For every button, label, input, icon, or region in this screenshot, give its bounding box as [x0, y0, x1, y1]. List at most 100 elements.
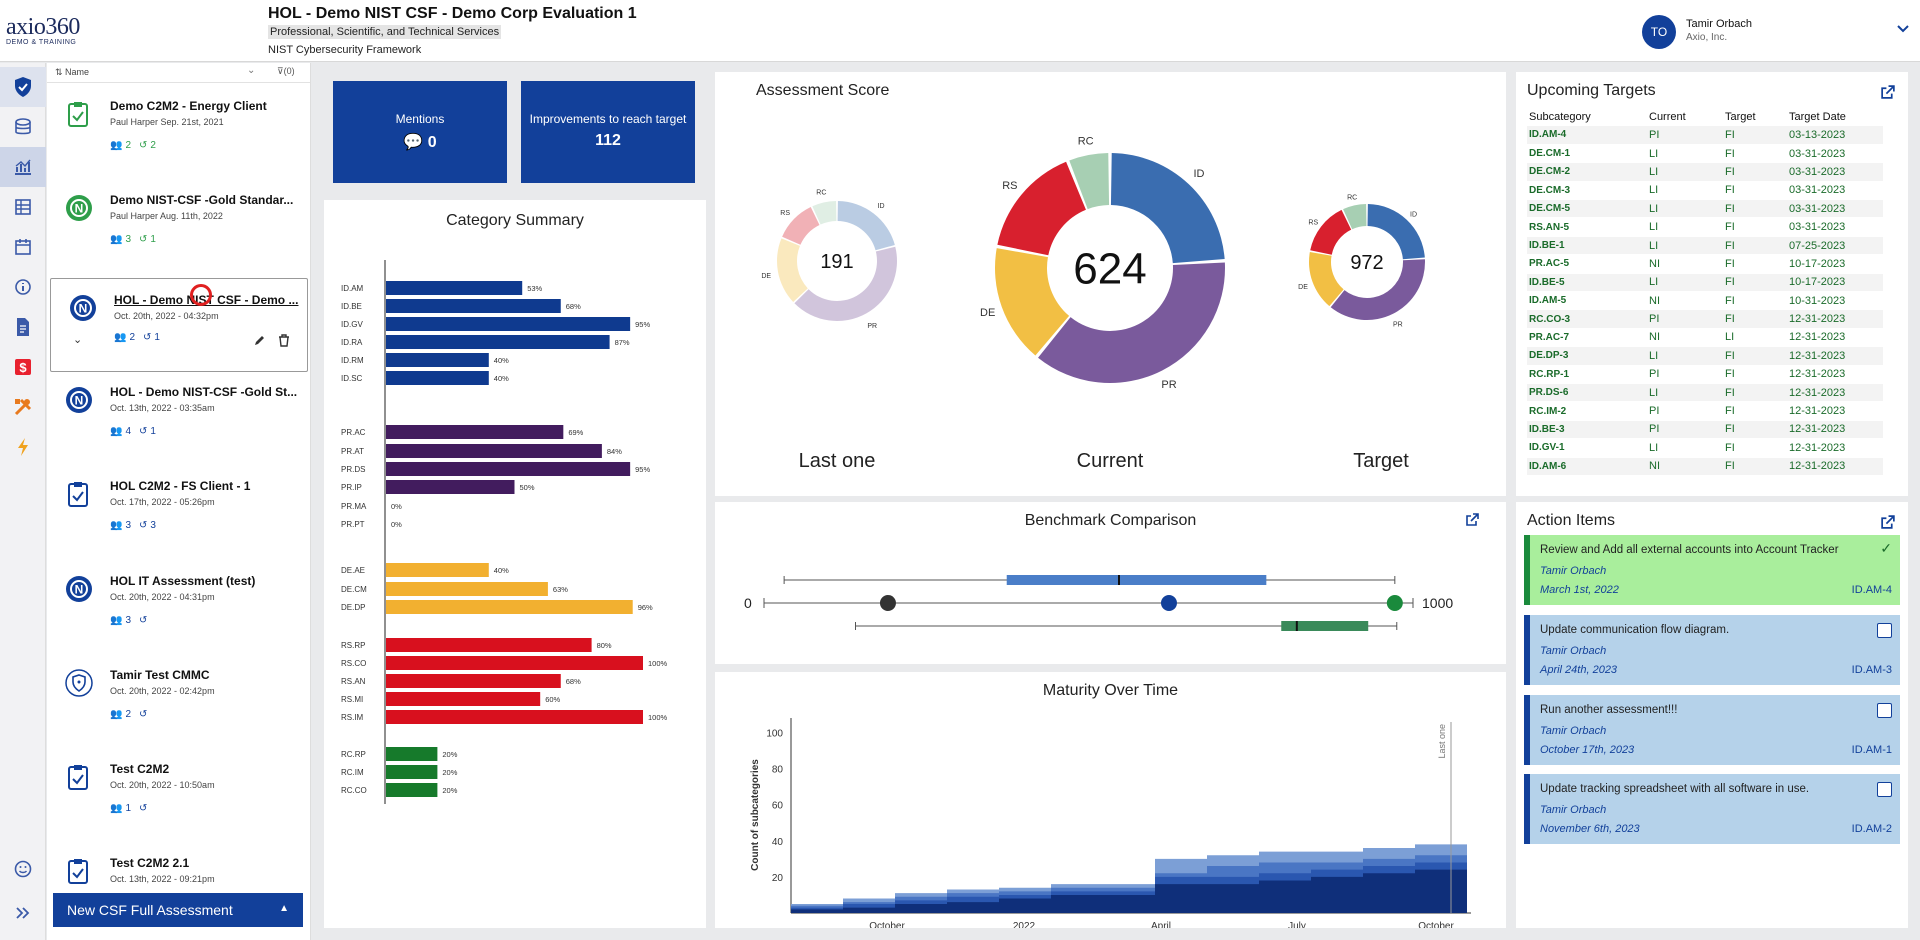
table-cell: 12-31-2023	[1787, 383, 1883, 403]
action-item[interactable]: Run another assessment!!! Tamir Orbach Oct…	[1524, 695, 1900, 765]
logo-text: axio360	[6, 14, 80, 40]
table-row[interactable]: ID.AM-6 NI FI 12-31-2023	[1527, 457, 1883, 476]
column-header[interactable]: Target Date	[1789, 111, 1846, 123]
list-item[interactable]: Test C2M2 2.1 Oct. 13th, 2022 - 09:21pm	[47, 842, 309, 936]
external-link-icon[interactable]	[1465, 512, 1481, 528]
table-row[interactable]: DE.CM-5 LI FI 03-31-2023	[1527, 199, 1883, 219]
checkmark-icon[interactable]: ✓	[1880, 540, 1892, 556]
users-icon: 👥	[110, 615, 123, 626]
action-checkbox[interactable]	[1877, 782, 1892, 797]
category-bar	[386, 335, 610, 349]
table-row[interactable]: ID.AM-5 NI FI 10-31-2023	[1527, 291, 1883, 311]
chevron-down-icon[interactable]: ⌄	[73, 334, 83, 346]
caret-up-icon[interactable]: ▲	[279, 903, 289, 914]
mentions-value: 💬 0	[333, 132, 507, 152]
donut-slice	[1038, 262, 1225, 384]
smiley-icon[interactable]	[0, 849, 46, 889]
table-row[interactable]: DE.CM-3 LI FI 03-31-2023	[1527, 181, 1883, 201]
table-row[interactable]: PR.AC-5 NI FI 10-17-2023	[1527, 254, 1883, 274]
action-checkbox[interactable]	[1877, 623, 1892, 638]
chevron-down-icon[interactable]	[1894, 22, 1912, 40]
calendar-icon[interactable]	[0, 227, 46, 267]
list-item-title: HOL IT Assessment (test)	[110, 574, 256, 588]
list-item[interactable]: N HOL - Demo NIST-CSF -Gold St... Oct. 13t…	[47, 371, 309, 465]
dollar-icon[interactable]: $	[0, 347, 46, 387]
history-icon: ↺	[139, 520, 148, 531]
table-cell: PI	[1647, 420, 1723, 440]
table-cell: 12-31-2023	[1787, 309, 1883, 329]
slice-label: RC	[816, 190, 826, 197]
bar-value-label: 68%	[566, 677, 581, 686]
action-item[interactable]: Review and Add all external accounts int…	[1524, 535, 1900, 605]
info-icon[interactable]	[0, 267, 46, 307]
database-icon[interactable]	[0, 107, 46, 147]
category-tick-label: ID.GV	[341, 320, 363, 329]
list-item[interactable]: N HOL - Demo NIST CSF - Demo ... Oct. 20th…	[50, 278, 308, 372]
tools-icon[interactable]	[0, 387, 46, 427]
axio-logo[interactable]: axio360 DEMO & TRAINING	[6, 14, 86, 46]
maturity-chart: 100 80 60 40 20 October 2022 April July October Co…	[750, 718, 1471, 928]
action-item[interactable]: Update tracking spreadsheet with all sof…	[1524, 774, 1900, 844]
action-checkbox[interactable]	[1877, 703, 1892, 718]
category-bar	[386, 353, 489, 367]
table-cell: NI	[1647, 457, 1723, 476]
shield-check-icon[interactable]	[0, 67, 46, 107]
avatar[interactable]: TO	[1642, 15, 1676, 49]
table-row[interactable]: RC.RP-1 PI FI 12-31-2023	[1527, 365, 1883, 384]
history-icon: ↺	[139, 709, 148, 720]
table-row[interactable]: DE.DP-3 LI FI 12-31-2023	[1527, 346, 1883, 366]
mentions-label: Mentions	[395, 112, 445, 126]
table-row[interactable]: PR.DS-6 LI FI 12-31-2023	[1527, 383, 1883, 403]
svg-text:$: $	[19, 360, 27, 375]
chevron-down-icon[interactable]: ⌄	[247, 65, 256, 76]
table-row[interactable]: ID.BE-5 LI FI 10-17-2023	[1527, 273, 1883, 293]
list-item-stats: 👥 3 ↺ 3	[110, 520, 156, 531]
bar-value-label: 53%	[527, 284, 542, 293]
improvements-tile[interactable]: Improvements to reach target 112	[521, 81, 695, 183]
external-link-icon[interactable]	[1880, 514, 1896, 530]
expand-icon[interactable]	[0, 893, 46, 933]
new-assessment-button[interactable]: New CSF Full Assessment ▲	[53, 893, 303, 927]
table-row[interactable]: ID.BE-1 LI FI 07-25-2023	[1527, 236, 1883, 256]
table-cell: 12-31-2023	[1787, 401, 1883, 421]
table-row[interactable]: RC.IM-2 PI FI 12-31-2023	[1527, 401, 1883, 421]
table-row[interactable]: DE.CM-2 LI FI 03-31-2023	[1527, 162, 1883, 182]
list-item[interactable]: Demo C2M2 - Energy Client Paul Harper Sep…	[47, 85, 309, 179]
document-icon[interactable]	[0, 307, 46, 347]
category-tick-label: PR.PT	[341, 520, 365, 529]
table-row[interactable]: ID.BE-3 PI FI 12-31-2023	[1527, 420, 1883, 440]
column-header[interactable]: Subcategory	[1529, 111, 1591, 123]
table-icon[interactable]	[0, 187, 46, 227]
table-row[interactable]: RS.AN-5 LI FI 03-31-2023	[1527, 217, 1883, 237]
delete-icon[interactable]	[278, 334, 290, 352]
table-row[interactable]: PR.AC-7 NI LI 12-31-2023	[1527, 328, 1883, 348]
external-link-icon[interactable]	[1880, 84, 1896, 100]
column-header[interactable]: Target	[1725, 111, 1756, 123]
column-header[interactable]: Current	[1649, 111, 1686, 123]
action-item[interactable]: Update communication flow diagram. Tamir …	[1524, 615, 1900, 685]
list-item[interactable]: N Demo NIST-CSF -Gold Standar... Paul Harp…	[47, 179, 309, 273]
list-item[interactable]: N HOL IT Assessment (test) Oct. 20th, 2022…	[47, 560, 309, 654]
svg-text:N: N	[75, 583, 84, 597]
lightning-icon[interactable]	[0, 427, 46, 467]
edit-icon[interactable]	[253, 334, 266, 352]
top-bar: axio360 DEMO & TRAINING HOL - Demo NIST …	[0, 0, 1920, 62]
sort-select[interactable]: ⇅ Name	[55, 67, 90, 77]
donut-slice	[1367, 204, 1425, 260]
list-item[interactable]: Test C2M2 Oct. 20th, 2022 - 10:50am 👥 1 ↺	[47, 748, 309, 842]
table-row[interactable]: DE.CM-1 LI FI 03-31-2023	[1527, 144, 1883, 164]
list-item[interactable]: HOL C2M2 - FS Client - 1 Oct. 17th, 2022 …	[47, 465, 309, 559]
list-item[interactable]: Tamir Test CMMC Oct. 20th, 2022 - 02:42pm…	[47, 654, 309, 748]
list-item-title: HOL - Demo NIST-CSF -Gold St...	[110, 385, 298, 399]
donut-caption: Target	[1353, 450, 1409, 472]
chart-icon[interactable]	[0, 147, 46, 187]
table-row[interactable]: RC.CO-3 PI FI 12-31-2023	[1527, 309, 1883, 329]
table-row[interactable]: ID.AM-4 PI FI 03-13-2023	[1527, 126, 1883, 145]
y-tick-label: 80	[772, 765, 784, 776]
table-row[interactable]: ID.GV-1 LI FI 12-31-2023	[1527, 438, 1883, 458]
filter-button[interactable]: ⊽(0)	[277, 66, 295, 76]
table-cell: ID.BE-1	[1527, 236, 1647, 256]
category-tick-label: PR.AC	[341, 428, 366, 437]
mentions-tile[interactable]: Mentions 💬 0	[333, 81, 507, 183]
svg-text:N: N	[75, 394, 84, 408]
